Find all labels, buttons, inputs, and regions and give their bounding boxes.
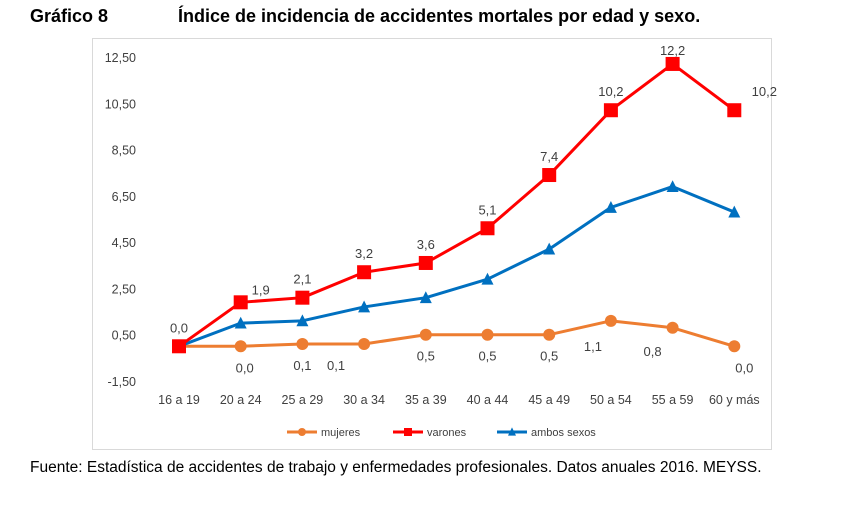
y-tick-label: 12,50 — [105, 51, 136, 65]
data-point-varones — [480, 221, 495, 236]
line-chart: 12,50 10,50 8,50 6,50 4,50 2,50 0,50 -1,50 16 a … — [105, 43, 777, 439]
data-label-mujeres: 0,0 — [735, 360, 753, 375]
data-point-varones — [418, 255, 433, 270]
data-point-mujeres — [296, 337, 309, 350]
data-point-varones — [233, 295, 248, 310]
y-tick-label: 0,50 — [112, 329, 136, 343]
x-tick-label: 25 a 29 — [282, 393, 324, 407]
x-tick-label: 16 a 19 — [158, 393, 200, 407]
data-point-ambos-sexos — [296, 314, 309, 327]
x-tick-label: 45 a 49 — [528, 393, 570, 407]
data-label-varones: 0,0 — [170, 320, 188, 335]
x-tick-label: 60 y más — [709, 393, 760, 407]
data-label-mujeres: 0,0 — [236, 360, 254, 375]
data-label-mujeres: 0,5 — [540, 349, 558, 364]
legend-marker-varones — [404, 428, 412, 436]
legend: mujeres varones ambos sexos — [287, 427, 596, 439]
data-point-mujeres — [419, 328, 432, 341]
data-point-varones — [727, 103, 742, 118]
data-point-varones — [542, 168, 557, 183]
y-tick-label: 4,50 — [112, 236, 136, 250]
y-tick-label: 2,50 — [112, 282, 136, 296]
data-label-varones: 10,2 — [598, 84, 623, 99]
data-point-varones — [603, 103, 618, 118]
x-tick-label: 50 a 54 — [590, 393, 632, 407]
data-point-varones — [295, 290, 310, 305]
data-point-ambos-sexos — [543, 242, 556, 255]
series-line-varones — [178, 62, 736, 348]
data-point-mujeres — [666, 321, 679, 334]
data-label-mujeres: 1,1 — [584, 339, 602, 354]
y-tick-label: -1,50 — [108, 375, 137, 389]
data-point-mujeres — [604, 314, 617, 327]
data-label-varones: 3,2 — [355, 246, 373, 261]
data-point-ambos-sexos — [604, 201, 617, 213]
series-line-mujeres — [179, 319, 735, 348]
figure-number: Gráfico 8 — [30, 6, 109, 26]
x-tick-label: 40 a 44 — [467, 393, 509, 407]
x-tick-label: 55 a 59 — [652, 393, 694, 407]
data-point-varones — [357, 265, 372, 280]
source-note: Fuente: Estadística de accidentes de tra… — [30, 459, 762, 476]
data-label-varones: 10,2 — [752, 84, 777, 99]
data-label-varones: 1,9 — [252, 282, 270, 297]
data-point-ambos-sexos — [234, 316, 247, 329]
data-point-ambos-sexos — [419, 291, 432, 304]
data-point-ambos-sexos — [358, 300, 371, 313]
data-point-ambos-sexos — [666, 180, 679, 192]
legend-label: mujeres — [321, 427, 361, 439]
data-label-mujeres: 0,5 — [417, 349, 435, 364]
data-point-varones — [665, 56, 680, 71]
legend-marker-mujeres — [298, 428, 306, 436]
data-label-varones: 7,4 — [540, 149, 558, 164]
data-label-varones: 12,2 — [660, 43, 685, 58]
chart-title: Índice de incidencia de accidentes morta… — [178, 6, 701, 26]
chart-frame — [92, 38, 772, 450]
data-label-mujeres: 0,1 — [293, 358, 311, 373]
series-line-ambos-sexos — [178, 185, 735, 348]
data-label-varones: 2,1 — [293, 272, 311, 287]
x-tick-label: 35 a 39 — [405, 393, 447, 407]
data-point-ambos-sexos — [728, 205, 741, 218]
y-tick-label: 6,50 — [112, 190, 136, 204]
y-tick-label: 8,50 — [112, 144, 136, 158]
data-label-mujeres: 0,8 — [644, 344, 662, 359]
data-point-mujeres — [728, 340, 741, 353]
data-point-mujeres — [543, 328, 556, 341]
x-tick-label: 30 a 34 — [343, 393, 385, 407]
data-label-varones: 3,6 — [417, 237, 435, 252]
x-tick-label: 20 a 24 — [220, 393, 262, 407]
data-point-mujeres — [481, 328, 494, 341]
legend-label: varones — [427, 427, 467, 439]
data-point-mujeres — [234, 340, 247, 353]
data-label-mujeres: 0,1 — [327, 358, 345, 373]
legend-marker-ambos-sexos — [508, 427, 516, 436]
data-point-varones — [172, 339, 186, 354]
data-point-mujeres — [358, 337, 371, 350]
data-point-ambos-sexos — [481, 272, 494, 285]
data-label-mujeres: 0,5 — [478, 349, 496, 364]
y-tick-label: 10,50 — [105, 97, 136, 111]
legend-label: ambos sexos — [531, 427, 596, 439]
data-label-varones: 5,1 — [478, 202, 496, 217]
